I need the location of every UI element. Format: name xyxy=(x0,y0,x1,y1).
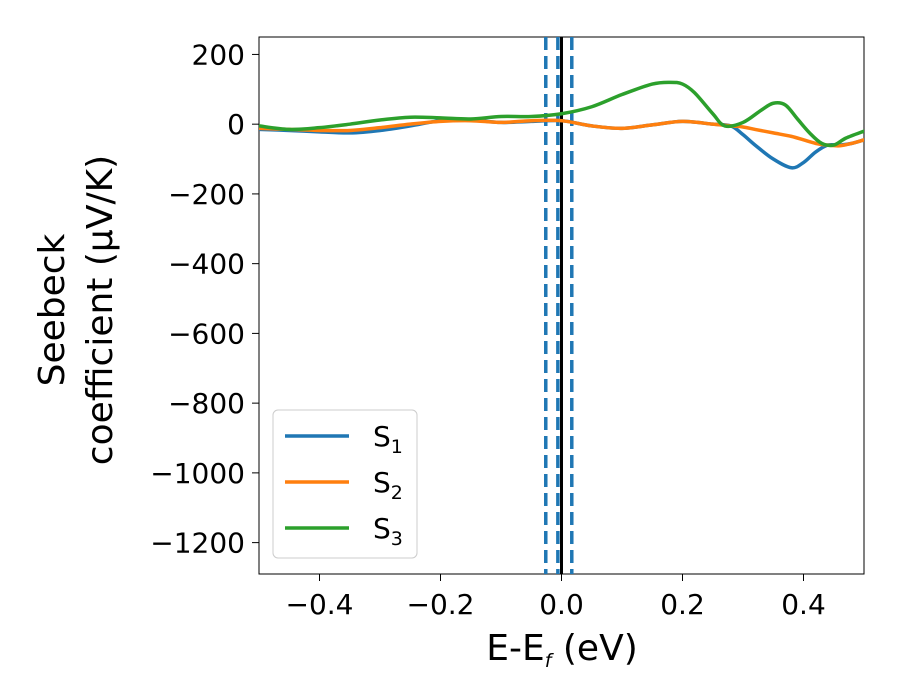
y-axis-title: Seebeck coefficient (μV/K) xyxy=(32,155,121,465)
legend-label-s3: S3 xyxy=(373,512,403,550)
x-tick-label: −0.4 xyxy=(286,588,354,621)
x-tick-label: −0.2 xyxy=(407,588,475,621)
y-axis: 200 0 −200 −400 −600 −800 −1000 −1200 xyxy=(150,38,259,560)
y-tick-label: 200 xyxy=(192,38,245,71)
x-tick-label: 0.2 xyxy=(660,588,705,621)
y-axis-title-line2: coefficient (μV/K) xyxy=(80,155,121,465)
x-axis-title-unit: (eV) xyxy=(551,628,637,669)
legend: S1 S2 S3 xyxy=(272,409,418,559)
x-axis: −0.4 −0.2 0.0 0.2 0.4 xyxy=(286,574,826,621)
y-tick-label: −1000 xyxy=(150,457,245,490)
x-axis-title: E-Ef (eV) xyxy=(486,628,638,672)
x-tick-label: 0.4 xyxy=(781,588,826,621)
y-tick-label: −1200 xyxy=(150,527,245,560)
legend-box xyxy=(272,409,418,559)
x-axis-title-sub: f xyxy=(545,650,555,672)
x-tick-label: 0.0 xyxy=(539,588,584,621)
series-lines xyxy=(259,80,864,170)
y-tick-label: 0 xyxy=(227,108,245,141)
y-tick-label: −400 xyxy=(168,248,245,281)
reference-lines xyxy=(544,37,574,574)
y-tick-label: −200 xyxy=(168,178,245,211)
y-axis-title-line1: Seebeck xyxy=(32,233,73,386)
y-tick-label: −600 xyxy=(168,317,245,350)
legend-label-s1: S1 xyxy=(373,420,403,458)
y-tick-label: −800 xyxy=(168,387,245,420)
series-line-s3 xyxy=(259,80,864,148)
legend-label-s2: S2 xyxy=(373,466,403,504)
x-axis-title-base: E-E xyxy=(486,628,544,669)
series-line-s2 xyxy=(259,118,864,148)
